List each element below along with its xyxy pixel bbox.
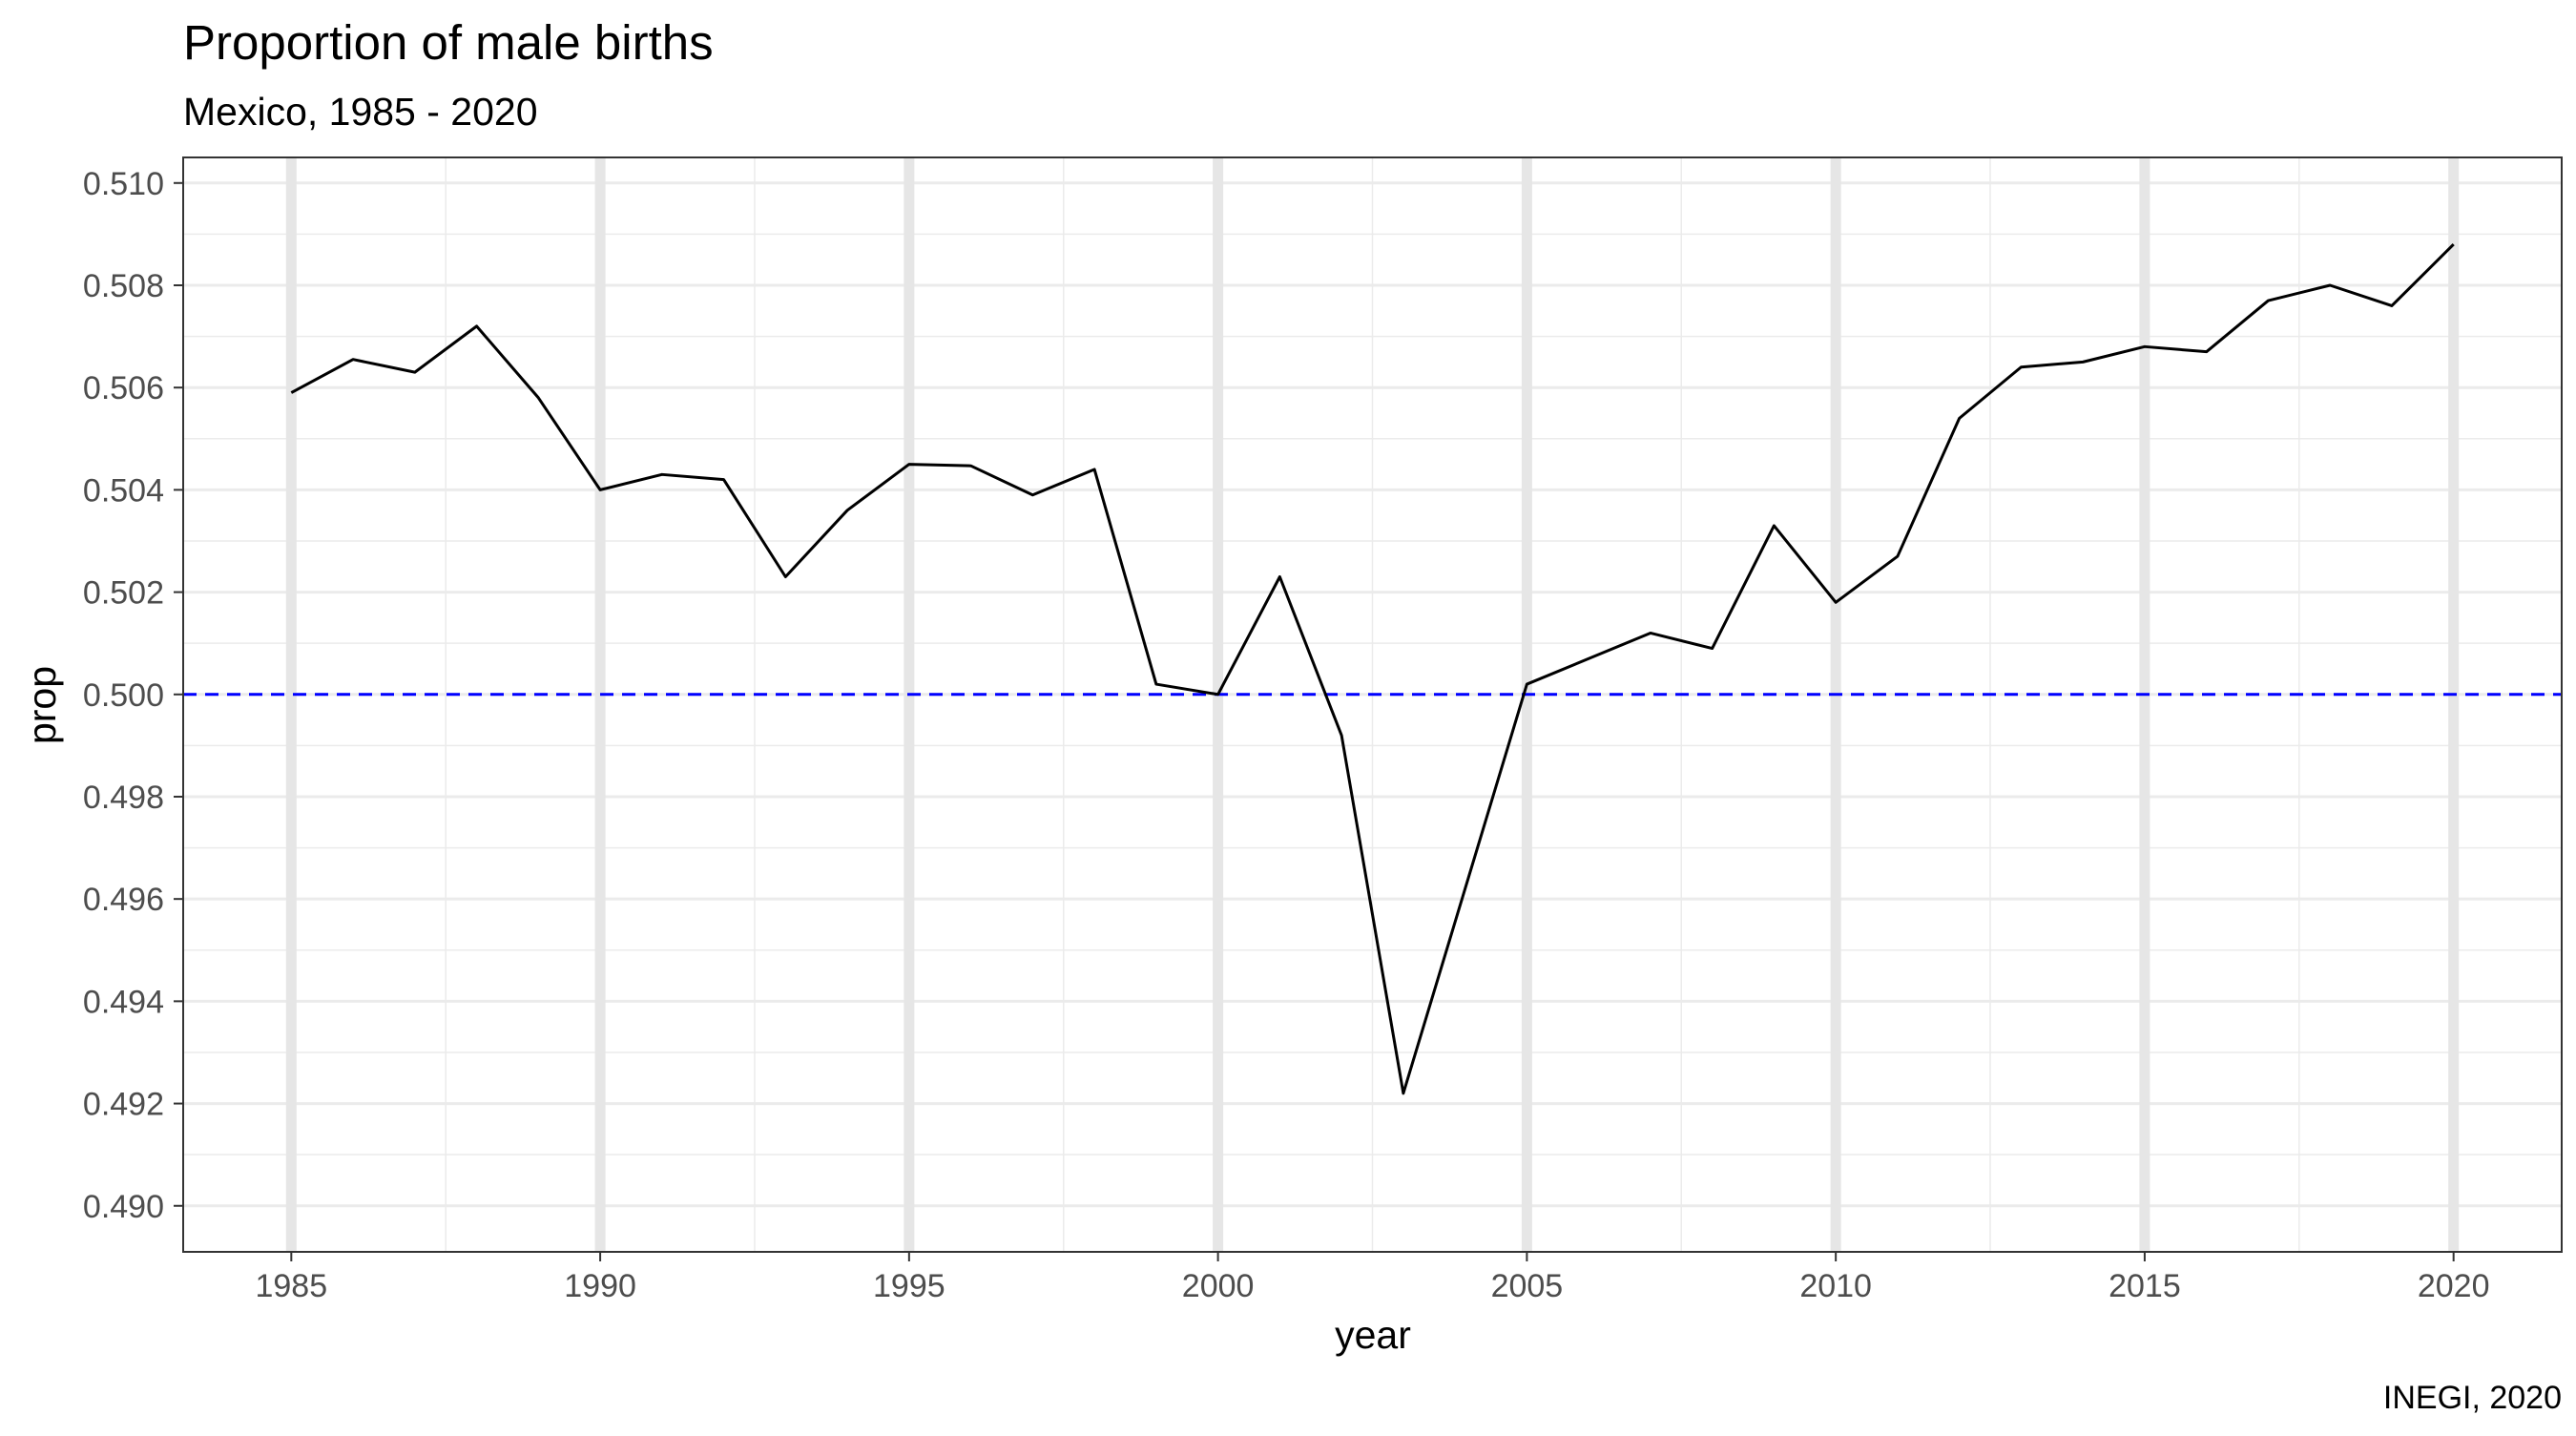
x-tick-label: 2000 [1182, 1268, 1255, 1304]
y-tick-label: 0.506 [83, 370, 164, 406]
y-tick-label: 0.508 [83, 268, 164, 304]
x-tick-label: 2010 [1799, 1268, 1872, 1304]
x-axis: 1985 1990 1995 2000 2005 2010 2015 2020 [255, 1252, 2490, 1304]
x-tick-label: 1985 [255, 1268, 327, 1304]
y-tick-label: 0.502 [83, 575, 164, 612]
plot-panel-border [182, 156, 2563, 1253]
plot-area: 1985 1990 1995 2000 2005 2010 2015 20200.4900.4… [83, 156, 2563, 1304]
y-tick-label: 0.490 [83, 1189, 164, 1225]
y-tick-label: 0.510 [83, 166, 164, 202]
x-tick-label: 2005 [1491, 1268, 1564, 1304]
chart-title: Proportion of male births [183, 15, 714, 70]
minor-gridlines [183, 157, 2562, 1252]
chart-subtitle: Mexico, 1985 - 2020 [183, 90, 538, 134]
y-tick-label: 0.494 [83, 984, 164, 1020]
y-tick-label: 0.492 [83, 1087, 164, 1123]
highlighted-year-lines [285, 157, 2460, 1252]
series-line [290, 243, 2455, 1095]
x-tick-label: 2020 [2418, 1268, 2490, 1304]
chart-caption: INEGI, 2020 [2383, 1380, 2562, 1416]
x-tick-label: 2015 [2109, 1268, 2181, 1304]
x-axis-title: year [1335, 1313, 1411, 1357]
y-axis-title: prop [20, 666, 64, 744]
y-axis: 0.490 0.492 0.494 0.496 0.498 0.500 0.502 0.504… [83, 166, 183, 1225]
y-tick-label: 0.504 [83, 472, 164, 509]
y-tick-label: 0.498 [83, 780, 164, 816]
x-tick-label: 1995 [873, 1268, 945, 1304]
x-tick-label: 1990 [564, 1268, 636, 1304]
y-tick-label: 0.500 [83, 677, 164, 714]
y-tick-label: 0.496 [83, 882, 164, 918]
